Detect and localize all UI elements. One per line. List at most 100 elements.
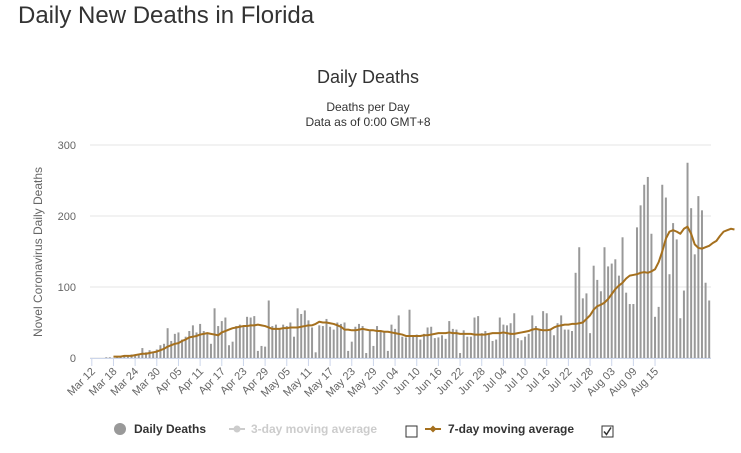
legend-7-day-label: 7-day moving average xyxy=(448,422,574,436)
bar-day-35 xyxy=(217,326,220,358)
bar-day-86 xyxy=(401,336,404,358)
bar-day-150 xyxy=(632,304,635,358)
y-tick-label-300: 300 xyxy=(58,140,76,152)
bar-day-52 xyxy=(278,328,281,358)
bar-day-42 xyxy=(242,326,245,358)
daily-deaths-bars xyxy=(105,162,711,358)
bar-day-122 xyxy=(531,315,534,358)
y-axis-label: Novel Coronavirus Daily Deaths xyxy=(31,167,45,337)
bar-day-4 xyxy=(105,357,108,358)
bar-day-51 xyxy=(274,324,277,358)
bar-day-22 xyxy=(170,340,173,358)
bar-day-144 xyxy=(610,263,613,358)
bar-day-141 xyxy=(599,291,602,358)
bar-day-49 xyxy=(267,300,270,358)
bar-day-79 xyxy=(376,326,379,358)
bar-day-124 xyxy=(538,329,541,358)
bar-day-116 xyxy=(509,323,512,358)
bar-day-36 xyxy=(220,321,223,358)
bar-day-88 xyxy=(408,309,411,358)
bar-day-44 xyxy=(249,317,252,358)
bar-day-39 xyxy=(231,341,234,358)
legend-3-day-marker xyxy=(233,425,241,433)
legend-item-3-day-average[interactable]: 3-day moving average xyxy=(229,422,377,436)
bar-day-64 xyxy=(321,326,324,358)
y-axis-ticks: 0 100 200 300 xyxy=(58,140,76,365)
y-tick-label-0: 0 xyxy=(70,353,76,365)
bar-day-78 xyxy=(372,345,375,358)
bar-day-155 xyxy=(650,233,653,358)
bar-day-18 xyxy=(155,349,158,358)
bar-day-50 xyxy=(271,326,274,358)
bar-day-59 xyxy=(303,310,306,358)
bar-day-126 xyxy=(545,313,548,358)
bar-day-19 xyxy=(159,345,162,358)
bar-day-127 xyxy=(549,328,552,358)
bar-day-123 xyxy=(534,326,537,358)
bar-day-54 xyxy=(285,326,288,358)
bar-day-111 xyxy=(491,340,494,358)
bar-day-43 xyxy=(246,316,249,358)
bar-day-135 xyxy=(578,247,581,358)
bar-day-45 xyxy=(253,316,256,358)
bar-day-132 xyxy=(567,329,570,358)
bar-day-17 xyxy=(152,351,155,358)
bar-day-168 xyxy=(697,196,700,358)
bar-day-72 xyxy=(350,341,353,358)
gridlines xyxy=(90,144,711,359)
bar-day-29 xyxy=(195,332,198,358)
bar-day-97 xyxy=(441,335,444,358)
bar-day-24 xyxy=(177,332,180,358)
legend-item-7-day-average[interactable]: 7-day moving average xyxy=(425,422,574,436)
checkmark-icon xyxy=(603,427,612,436)
page-heading: Daily New Deaths in Florida xyxy=(18,2,315,29)
bar-day-73 xyxy=(354,326,357,358)
bar-day-28 xyxy=(191,325,194,358)
bar-day-160 xyxy=(668,274,671,358)
bar-day-159 xyxy=(664,197,667,358)
bar-day-89 xyxy=(412,335,415,358)
bar-day-119 xyxy=(520,340,523,358)
bar-day-92 xyxy=(422,333,425,358)
bar-day-48 xyxy=(264,346,267,358)
bar-day-108 xyxy=(480,333,483,358)
bar-day-95 xyxy=(433,338,436,358)
bar-day-121 xyxy=(527,333,530,358)
bar-day-104 xyxy=(466,336,469,358)
bar-day-38 xyxy=(228,345,230,358)
bar-day-128 xyxy=(552,335,555,358)
bar-day-169 xyxy=(700,210,703,358)
bar-day-103 xyxy=(462,330,465,358)
bar-day-15 xyxy=(144,352,147,358)
bar-day-148 xyxy=(625,292,628,358)
bar-day-157 xyxy=(657,306,660,358)
legend-item-daily-deaths[interactable]: Daily Deaths xyxy=(114,422,206,436)
bar-day-41 xyxy=(238,324,241,358)
bar-day-131 xyxy=(563,329,566,358)
bar-day-145 xyxy=(614,259,617,358)
bar-day-117 xyxy=(513,313,516,358)
bar-day-118 xyxy=(516,338,519,358)
bar-day-70 xyxy=(343,322,346,358)
bar-day-102 xyxy=(459,353,462,358)
seven-day-average-polyline xyxy=(113,225,735,358)
bar-day-139 xyxy=(592,265,595,358)
bar-day-149 xyxy=(628,304,631,358)
bar-day-40 xyxy=(235,326,238,358)
bar-day-154 xyxy=(646,176,649,358)
bar-day-37 xyxy=(224,317,227,358)
bar-day-166 xyxy=(690,208,693,358)
bar-day-84 xyxy=(394,328,397,358)
legend-3-day-checkbox[interactable] xyxy=(405,425,418,438)
bar-day-161 xyxy=(672,223,675,358)
bar-day-63 xyxy=(318,325,321,358)
bar-day-23 xyxy=(173,333,176,358)
bar-day-165 xyxy=(686,162,689,358)
y-tick-label-200: 200 xyxy=(58,211,76,223)
legend-7-day-checkbox[interactable] xyxy=(601,425,614,438)
bar-day-96 xyxy=(437,337,440,358)
bar-day-93 xyxy=(426,327,429,358)
bar-day-61 xyxy=(311,327,314,358)
